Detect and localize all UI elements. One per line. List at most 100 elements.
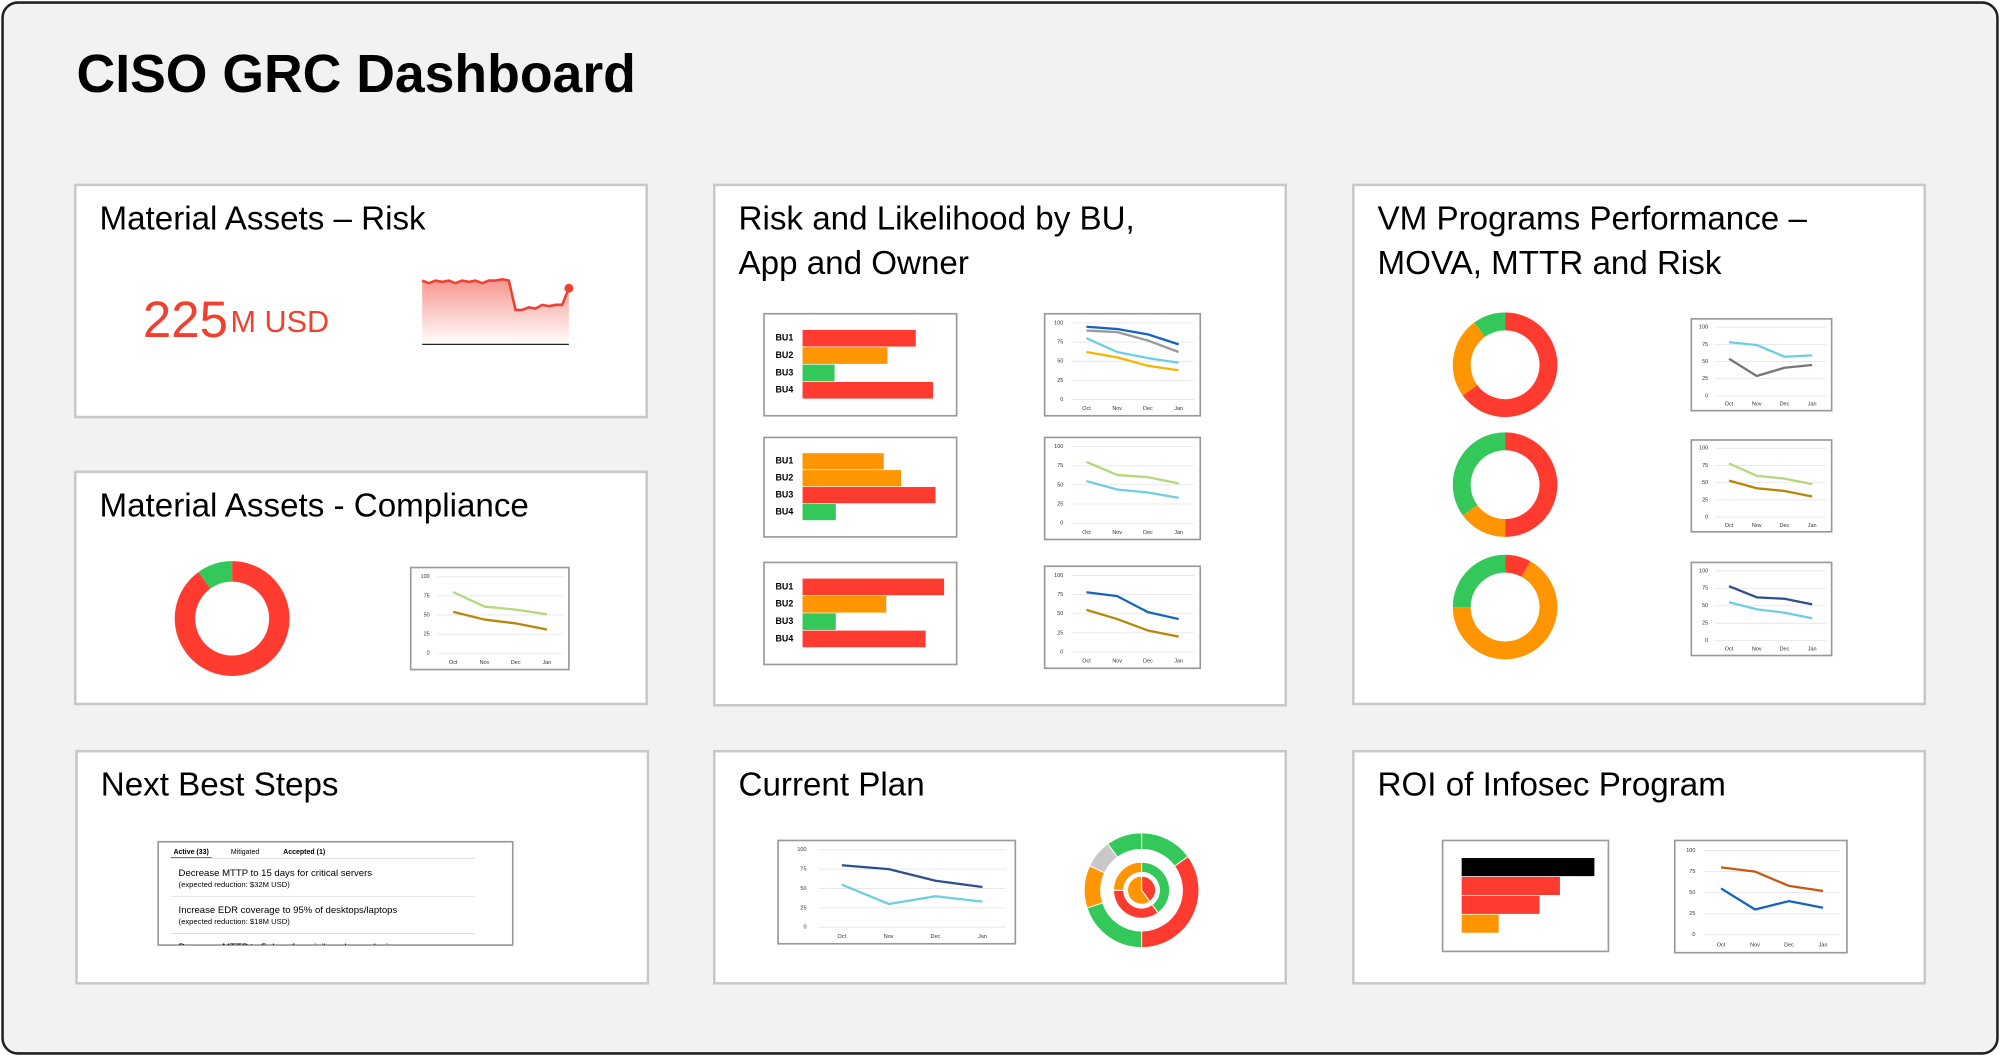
bar-label: BU1 — [776, 456, 794, 466]
x-tick-label: Dec — [931, 934, 941, 940]
x-tick-label: Jan — [1808, 402, 1817, 408]
y-tick-label: 100 — [421, 574, 430, 580]
y-tick-label: 0 — [427, 651, 430, 657]
segment — [1127, 875, 1151, 905]
bar — [802, 630, 926, 648]
x-tick-label: Oct — [838, 934, 847, 940]
dashboard-title: CISO GRC Dashboard — [77, 45, 636, 104]
segment — [1452, 432, 1506, 516]
bar — [802, 578, 945, 596]
y-tick-label: 100 — [1699, 325, 1708, 331]
y-tick-label: 0 — [1705, 393, 1708, 399]
y-tick-label: 100 — [1054, 320, 1063, 326]
panels: Material Assets – Risk Material Assets - … — [73, 183, 1927, 985]
x-tick-label: Jan — [1174, 659, 1183, 665]
y-tick-label: 75 — [1702, 342, 1708, 348]
line-series — [841, 883, 983, 906]
kpi: 225 M USD — [143, 291, 329, 348]
y-tick-label: 25 — [1057, 378, 1063, 384]
y-tick-label: 25 — [800, 905, 806, 911]
x-tick-label: Oct — [1082, 659, 1091, 665]
x-tick-label: Jan — [1174, 530, 1183, 536]
segment — [1462, 312, 1558, 418]
bar — [802, 329, 916, 347]
segment — [1462, 504, 1506, 537]
area-fill — [422, 279, 569, 345]
chart-frame — [1043, 436, 1202, 541]
line-series — [452, 590, 548, 616]
panel-title: ROI of Infosec Program — [1378, 767, 1726, 804]
bar-label: BU1 — [776, 333, 794, 343]
item-text: Decrease MTTP to 15 days for critical se… — [179, 868, 373, 879]
segment — [174, 561, 290, 676]
x-tick-label: Nov — [1750, 942, 1760, 948]
line-series — [1728, 357, 1813, 378]
y-tick-label: 25 — [424, 632, 430, 638]
bar — [802, 470, 902, 487]
bar-label: BU2 — [776, 350, 794, 360]
bar — [802, 347, 888, 364]
x-tick-label: Dec — [1143, 530, 1153, 536]
last-point — [564, 283, 574, 293]
y-tick-label: 50 — [424, 612, 430, 618]
x-tick-label: Dec — [1143, 406, 1153, 412]
bar-label: BU4 — [776, 385, 794, 395]
bar — [802, 595, 887, 613]
y-tick-label: 0 — [1705, 638, 1708, 644]
y-tick-label: 50 — [1702, 603, 1708, 609]
panel-title: App and Owner — [739, 245, 969, 282]
x-tick-label: Jan — [1808, 646, 1817, 652]
y-tick-label: 75 — [1702, 586, 1708, 592]
panel-title: MOVA, MTTR and Risk — [1378, 245, 1722, 282]
kpi-value: 225 — [143, 291, 228, 348]
bar-label: BU4 — [776, 633, 794, 643]
x-tick-label: Nov — [1752, 523, 1762, 529]
bar-label: BU3 — [776, 490, 794, 500]
x-tick-label: Oct — [1725, 402, 1734, 408]
panel-title: Risk and Likelihood by BU, — [739, 200, 1135, 237]
chart-frame — [1673, 839, 1848, 954]
bar — [1461, 895, 1540, 914]
bar — [1461, 914, 1499, 933]
segment — [1452, 554, 1506, 608]
y-tick-label: 75 — [1689, 869, 1695, 875]
item-note: (expected reduction: $18M USD) — [179, 917, 291, 926]
chart-frame — [777, 839, 1017, 945]
kpi-unit: M USD — [231, 305, 330, 339]
y-tick-label: 50 — [1057, 482, 1063, 488]
line-series — [1086, 350, 1179, 372]
x-tick-label: Oct — [1082, 406, 1091, 412]
bar-label: BU3 — [776, 367, 794, 377]
item-text: Decrease MTTP to 5 days for privileged u… — [179, 942, 404, 953]
item-text: Increase EDR coverage to 95% of desktops… — [179, 905, 398, 916]
x-tick-label: Nov — [1112, 659, 1122, 665]
list-frame — [157, 840, 514, 946]
y-tick-label: 75 — [424, 593, 430, 599]
segment — [1141, 875, 1157, 903]
panel-title: Current Plan — [739, 767, 925, 804]
x-tick-label: Nov — [1752, 646, 1762, 652]
tab: Mitigated — [231, 849, 260, 856]
line-series — [1086, 591, 1179, 621]
y-tick-label: 0 — [1060, 649, 1063, 655]
line-series — [1728, 585, 1813, 606]
y-tick-label: 50 — [1057, 611, 1063, 617]
segment — [1113, 861, 1143, 891]
y-tick-label: 25 — [1689, 911, 1695, 917]
panel-title: Next Best Steps — [101, 767, 339, 804]
segment — [198, 561, 233, 589]
x-tick-label: Dec — [1784, 942, 1794, 948]
line-series — [1720, 887, 1824, 911]
segment — [1474, 312, 1506, 337]
y-tick-label: 100 — [1054, 444, 1063, 450]
x-tick-label: Oct — [1717, 942, 1726, 948]
x-tick-label: Dec — [511, 660, 521, 666]
x-tick-label: Jan — [1819, 942, 1828, 948]
line-series — [1086, 325, 1180, 346]
x-tick-label: Dec — [1780, 402, 1790, 408]
bar-label: BU2 — [776, 473, 794, 483]
tab: Accepted (1) — [283, 849, 325, 856]
y-tick-label: 100 — [1699, 568, 1708, 574]
